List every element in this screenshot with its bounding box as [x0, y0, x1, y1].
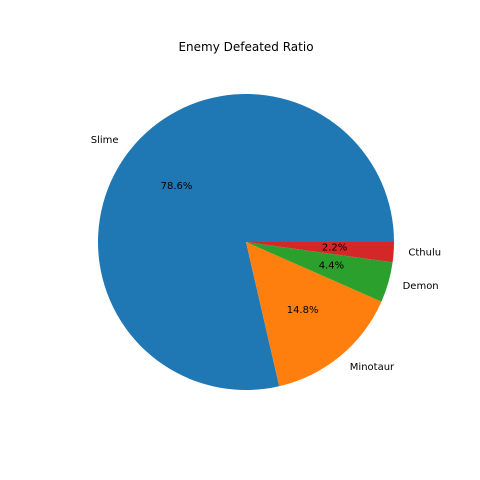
pie-slice-cthulu: [246, 242, 394, 263]
pie-slices: [98, 93, 395, 390]
pie-labels: Slime 78.6% Minotaur 14.8% Demon 4.4% Cthulu 2.…: [91, 135, 441, 373]
slice-label-demon: Demon: [403, 281, 439, 292]
chart-title: Enemy Defeated Ratio: [178, 40, 313, 54]
pie-slice-slime: [98, 93, 395, 390]
slice-label-slime: Slime: [91, 135, 119, 146]
slice-percent-cthulu: 2.2%: [322, 243, 347, 254]
pie-slice-minotaur: [246, 242, 382, 387]
slice-percent-demon: 4.4%: [319, 261, 344, 272]
slice-label-minotaur: Minotaur: [350, 362, 395, 373]
pie-slice-demon: [246, 242, 393, 302]
slice-percent-minotaur: 14.8%: [287, 305, 319, 316]
slice-percent-slime: 78.6%: [161, 181, 193, 192]
slice-label-cthulu: Cthulu: [408, 248, 441, 259]
